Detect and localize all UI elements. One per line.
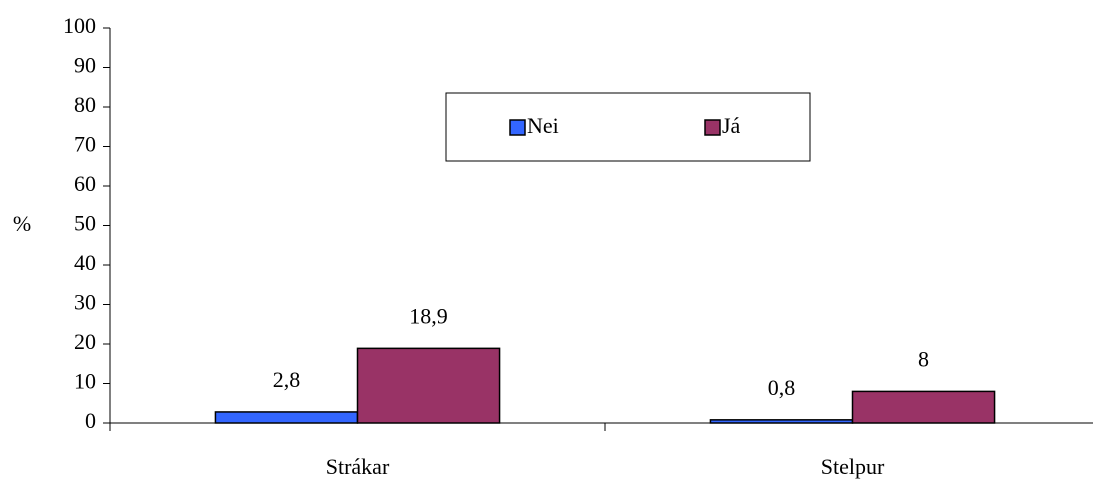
legend-swatch <box>704 119 721 136</box>
x-tick-label: Stelpur <box>821 454 885 479</box>
y-tick-label: 0 <box>85 408 96 433</box>
y-tick-label: 30 <box>74 290 96 315</box>
bar <box>709 419 854 424</box>
bar <box>356 347 501 424</box>
y-axis-label: % <box>13 211 31 236</box>
legend-label: Nei <box>527 113 559 138</box>
y-tick-label: 20 <box>74 329 96 354</box>
legend-box <box>445 92 811 162</box>
y-tick-label: 10 <box>74 369 96 394</box>
value-label: 2,8 <box>273 367 301 392</box>
y-tick-label: 100 <box>63 13 96 38</box>
legend-swatch <box>509 119 526 136</box>
y-tick-label: 80 <box>74 92 96 117</box>
y-tick-label: 70 <box>74 132 96 157</box>
bar <box>214 411 359 424</box>
y-tick-label: 40 <box>74 250 96 275</box>
bar <box>851 390 996 424</box>
y-tick-label: 50 <box>74 211 96 236</box>
x-tick-label: Strákar <box>326 454 390 479</box>
value-label: 0,8 <box>768 375 796 400</box>
value-label: 18,9 <box>409 303 448 328</box>
y-tick-label: 90 <box>74 53 96 78</box>
legend-label: Já <box>722 113 741 138</box>
y-tick-label: 60 <box>74 171 96 196</box>
value-label: 8 <box>918 346 929 371</box>
